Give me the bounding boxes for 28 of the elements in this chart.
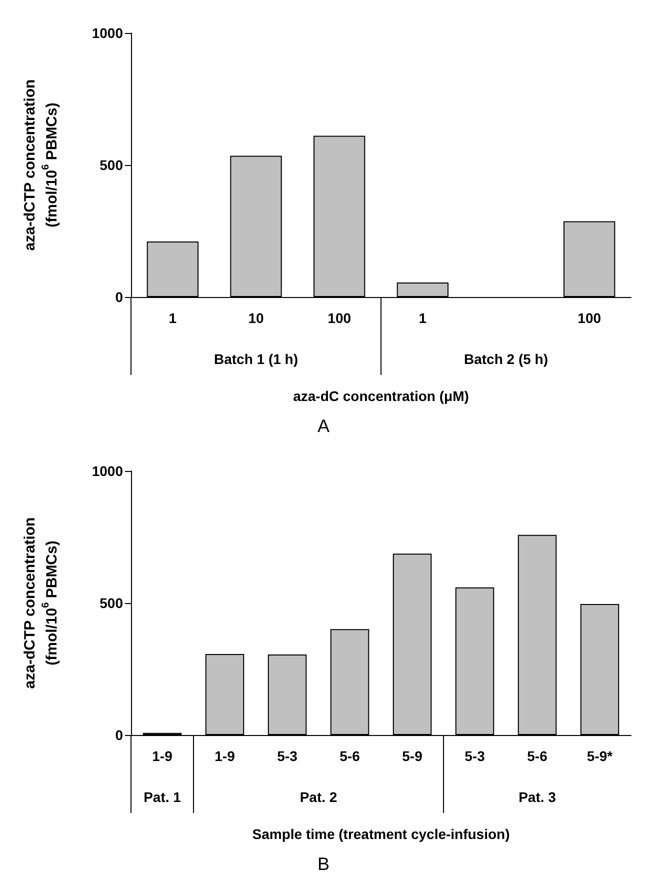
y-tick-label: 500: [100, 595, 124, 611]
text: Pat. 3: [518, 789, 556, 805]
x-tick-label: 10: [248, 310, 264, 326]
text: Batch 1 (1 h): [214, 351, 298, 367]
x-tick-label: 5-3: [277, 748, 298, 764]
x-tick-label: 5-9: [402, 748, 423, 764]
x-tick-label: 5-3: [464, 748, 486, 764]
x-axis-title: aza-dC concentration (μM): [293, 388, 469, 404]
x-tick-label: 5-9*: [586, 748, 614, 764]
x-tick-label: 5-6: [340, 748, 360, 764]
text: Batch 2 (5 h): [464, 351, 548, 367]
y-tick-label: 1000: [92, 25, 124, 41]
x-tick-label: 100: [578, 310, 602, 326]
text: B: [317, 854, 330, 874]
x-axis-title: Sample time (treatment cycle-infusion): [252, 826, 510, 842]
x-tick-label: 100: [328, 310, 352, 326]
x-tick-label: 1-9: [214, 748, 236, 764]
y-tick-label: 0: [115, 289, 124, 305]
y-tick-label: 500: [100, 157, 124, 173]
x-tick-label: 1: [168, 310, 177, 326]
text: A: [317, 416, 330, 436]
y-tick-label: 0: [115, 727, 124, 743]
x-tick-label: 1: [418, 310, 427, 326]
x-tick-label: 1-9: [152, 748, 173, 764]
x-tick-label: 5-6: [527, 748, 548, 764]
text: Pat. 1: [144, 789, 182, 805]
y-tick-label: 1000: [92, 463, 124, 479]
text: Pat. 2: [300, 789, 338, 805]
